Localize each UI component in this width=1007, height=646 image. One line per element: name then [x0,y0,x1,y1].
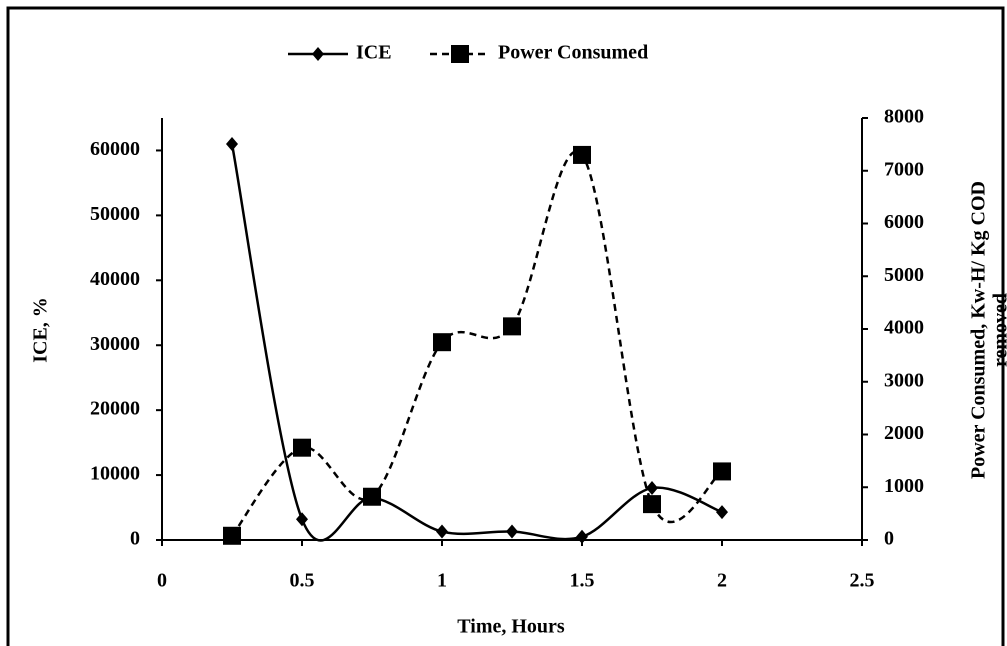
x-tick-label: 2 [717,570,727,592]
y-tick-label: 40000 [90,268,140,290]
x-tick-label: 1.5 [570,570,595,592]
marker [296,512,308,527]
marker [436,524,448,539]
y2-tick-label: 1000 [884,475,924,497]
y2-tick-label: 4000 [884,317,924,339]
x-tick-label: 0.5 [290,570,315,592]
marker [451,45,469,63]
series-line [231,150,723,537]
y-tick-label: 20000 [90,398,140,420]
y2-tick-label: 6000 [884,211,924,233]
y-axis-title: ICE, % [30,297,52,363]
marker [573,145,591,164]
y-tick-label: 50000 [90,203,140,225]
y2-axis-title: Power Consumed, Kw-H/ Kg COD [968,181,990,479]
x-axis-title: Time, Hours [457,616,565,638]
y-tick-label: 60000 [90,138,140,160]
y2-tick-label: 3000 [884,369,924,391]
marker [506,524,518,539]
marker [433,333,451,352]
marker [576,529,588,544]
legend-label: ICE [356,42,392,64]
marker [503,317,521,336]
y-tick-label: 30000 [90,333,140,355]
y2-axis-title: removed [990,293,1007,367]
y2-tick-label: 8000 [884,106,924,128]
x-tick-label: 0 [157,570,167,592]
marker [223,526,241,545]
marker [363,487,381,506]
x-tick-label: 1 [437,570,447,592]
legend-label: Power Consumed [498,42,648,64]
y2-tick-label: 2000 [884,422,924,444]
marker [293,438,311,457]
y2-tick-label: 0 [884,528,894,550]
marker [646,481,658,496]
marker [713,462,731,481]
marker [226,136,238,151]
y2-tick-label: 7000 [884,158,924,180]
marker [643,495,661,514]
marker [312,47,324,61]
x-tick-label: 2.5 [850,570,875,592]
frame [6,6,1005,646]
y-tick-label: 0 [130,528,140,550]
y2-tick-label: 5000 [884,264,924,286]
y-tick-label: 10000 [90,463,140,485]
marker [716,505,728,520]
series-line [230,143,723,542]
